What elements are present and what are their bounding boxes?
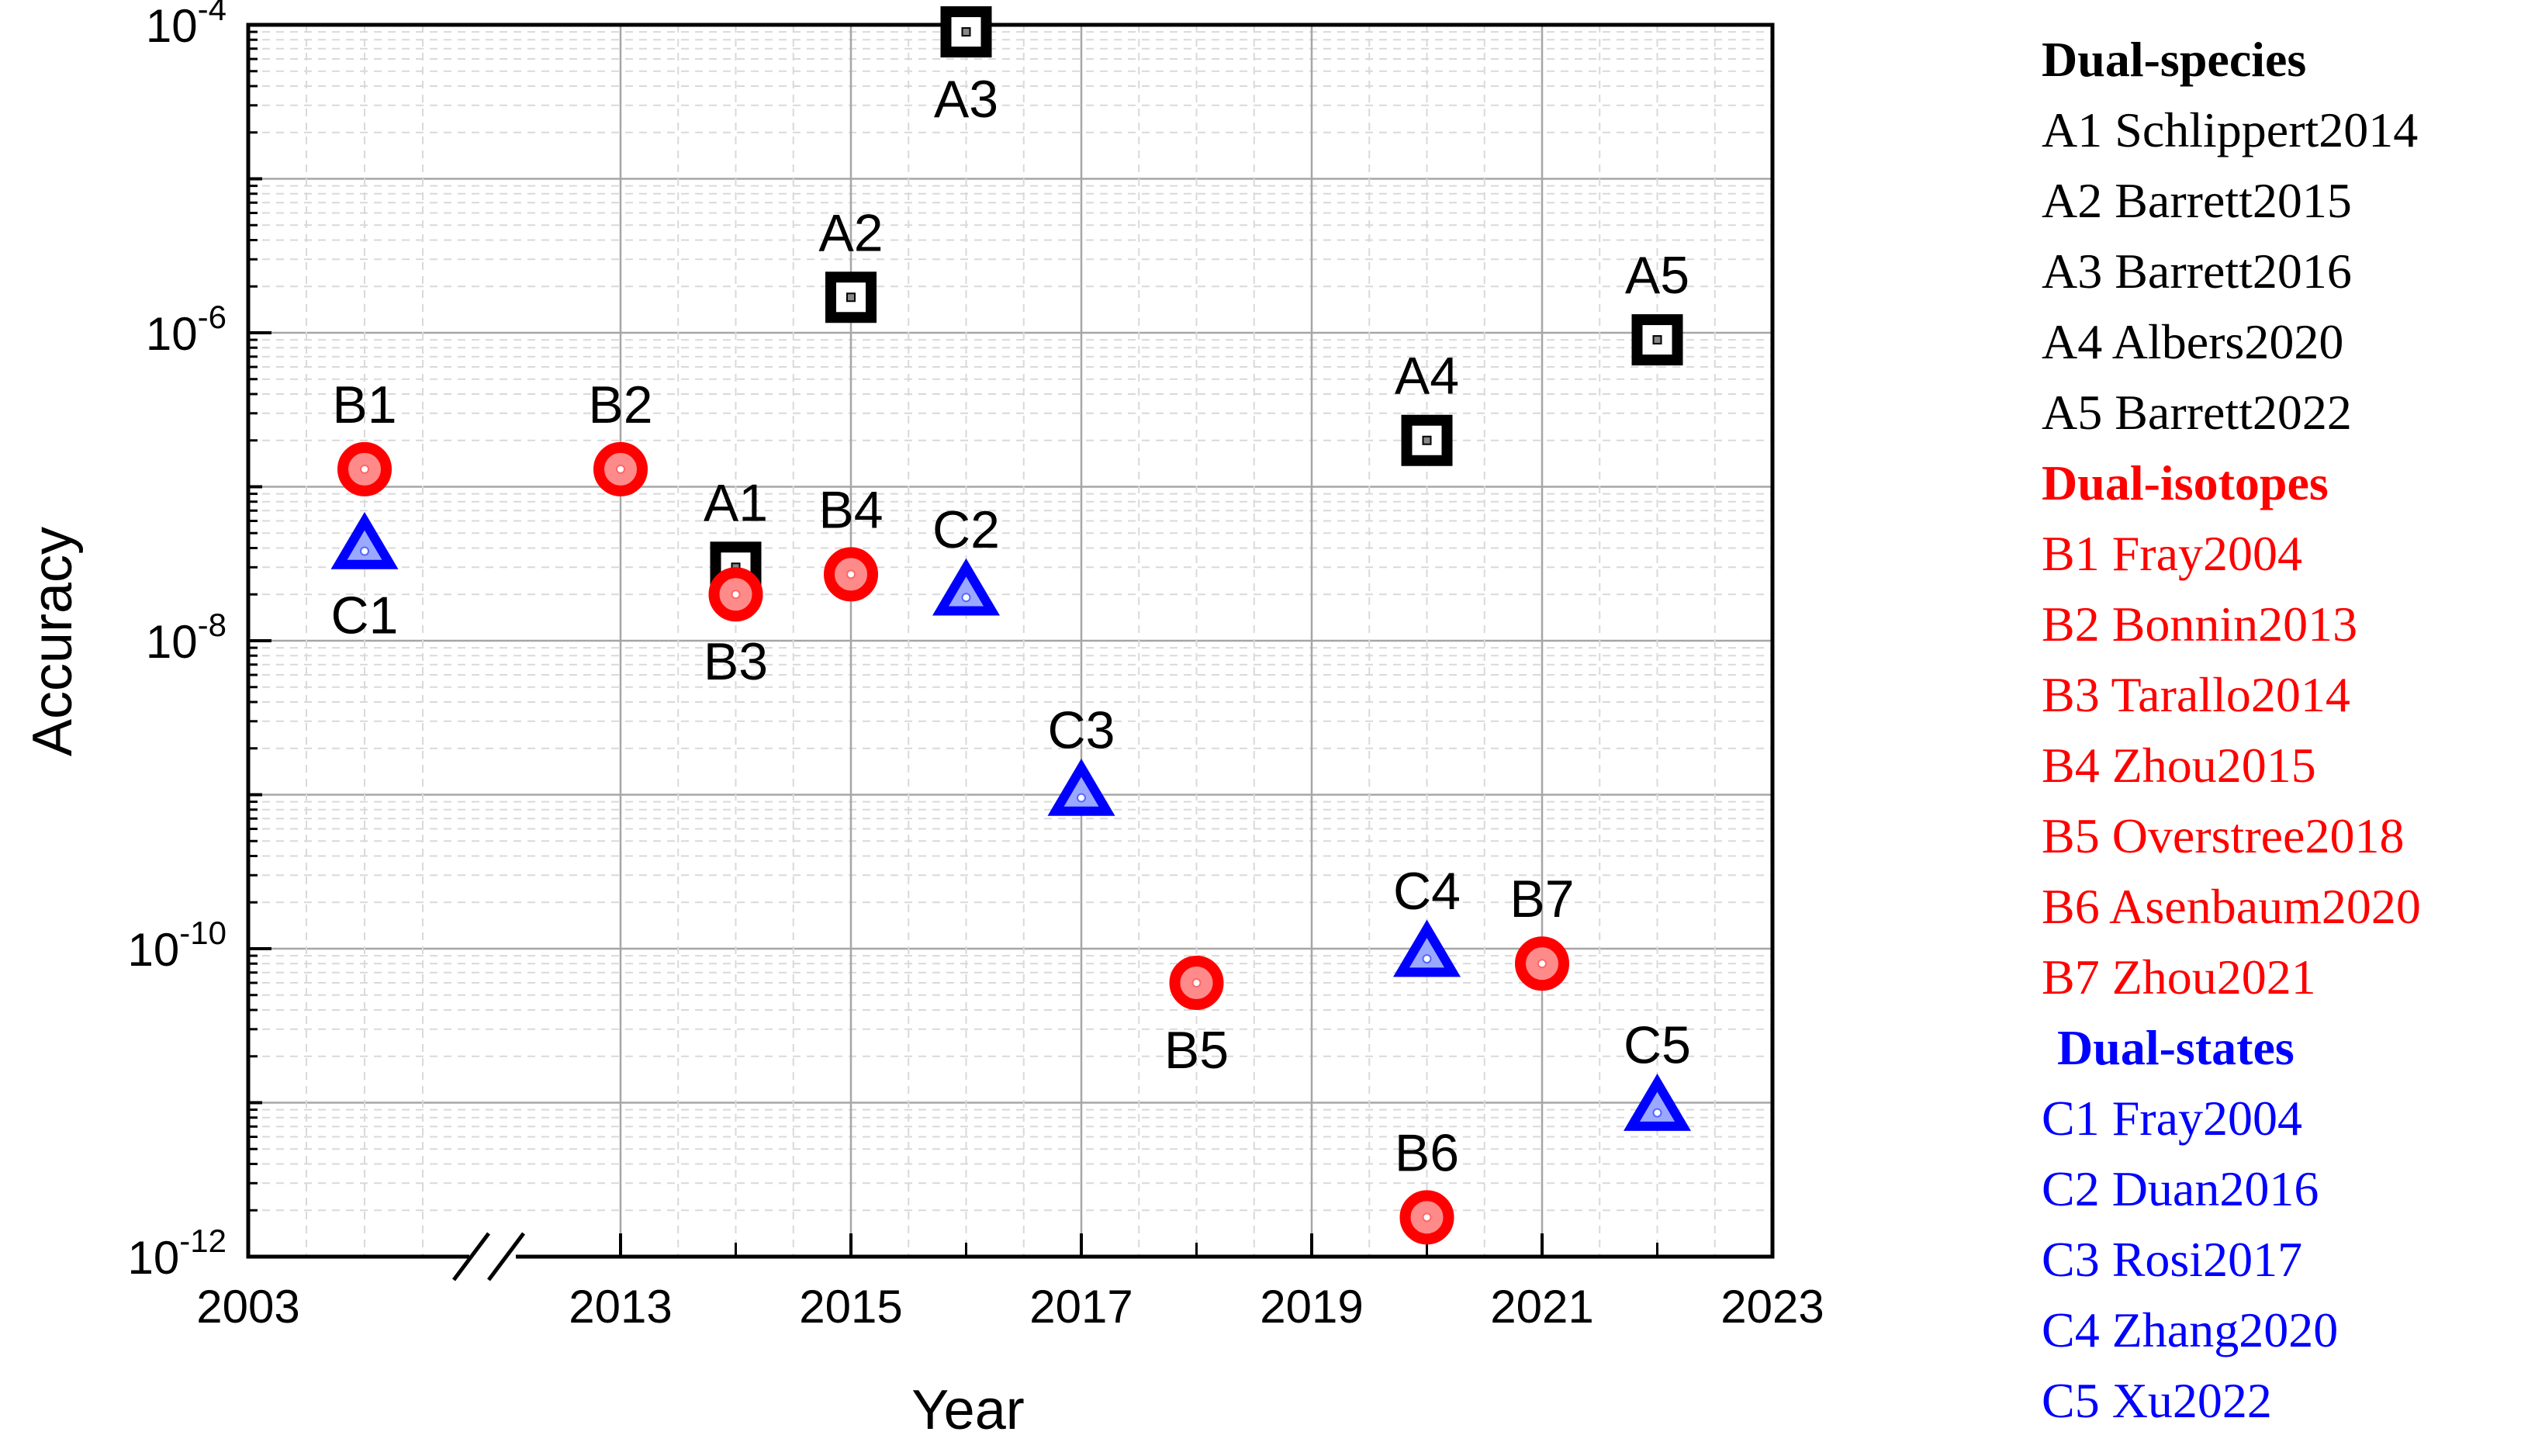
legend-item: C3 Rosi2017 xyxy=(2042,1232,2302,1287)
data-point-c3: C3 xyxy=(1047,701,1115,816)
legend-group-title: Dual-states xyxy=(2057,1020,2294,1075)
y-tick-label: 10-12 xyxy=(128,1223,227,1284)
tick-labels: 2003 2013 2015 2017 2019 2021 2023 10-4 10-6 10-8… xyxy=(128,0,1824,1333)
data-point-b2: B2 xyxy=(588,375,653,496)
data-point-a3: A3 xyxy=(934,6,998,129)
legend-item: B1 Fray2004 xyxy=(2042,526,2302,581)
circle-marker-center xyxy=(360,464,369,474)
triangle-marker-center xyxy=(1077,793,1086,803)
data-point-a2: A2 xyxy=(818,203,884,323)
point-label: B3 xyxy=(704,632,768,691)
circle-marker-center xyxy=(731,590,741,600)
legend-group-title: Dual-species xyxy=(2042,32,2306,87)
axis-break-mark xyxy=(452,1232,490,1281)
data-point-b3: B3 xyxy=(704,567,768,691)
triangle-marker xyxy=(932,558,1000,616)
circle-marker-center xyxy=(1191,978,1202,988)
legend-item: B4 Zhou2015 xyxy=(2042,738,2316,793)
data-point-c2: C2 xyxy=(932,500,1000,616)
triangle-marker xyxy=(1393,919,1461,977)
square-marker-center xyxy=(846,292,856,303)
data-point-c5: C5 xyxy=(1624,1016,1691,1131)
legend-item: A3 Barrett2016 xyxy=(2042,244,2352,299)
point-label: C2 xyxy=(932,500,1000,559)
legend-item: B5 Overstree2018 xyxy=(2042,808,2404,863)
x-tick-label: 2015 xyxy=(799,1281,902,1333)
legend: Dual-species A1 Schlippert2014 A2 Barrett2… xyxy=(2042,32,2421,1428)
legend-item: B3 Tarallo2014 xyxy=(2042,667,2350,722)
point-label: C3 xyxy=(1048,701,1115,760)
triangle-marker xyxy=(1624,1074,1691,1131)
triangle-marker xyxy=(1047,758,1115,816)
point-label: B2 xyxy=(588,375,652,434)
data-point-b6: B6 xyxy=(1395,1123,1459,1245)
legend-item: A1 Schlippert2014 xyxy=(2042,102,2418,157)
x-tick-label: 2003 xyxy=(196,1281,299,1333)
x-tick-label: 2023 xyxy=(1720,1281,1824,1333)
point-label: A3 xyxy=(934,70,998,129)
y-tick-label: 10-8 xyxy=(146,607,227,668)
legend-item: B6 Asenbaum2020 xyxy=(2042,879,2421,934)
data-point-c1: C1 xyxy=(330,511,399,645)
point-label: C4 xyxy=(1393,862,1461,921)
legend-item: A2 Barrett2015 xyxy=(2042,173,2352,228)
data-point-a5: A5 xyxy=(1625,246,1689,366)
x-axis-title: Year xyxy=(911,1379,1024,1441)
data-point-b5: B5 xyxy=(1164,956,1229,1080)
triangle-marker xyxy=(330,511,399,569)
y-tick-label: 10-4 xyxy=(146,0,227,52)
legend-item: B2 Bonnin2013 xyxy=(2042,597,2357,652)
grid xyxy=(248,25,1772,1257)
x-tick-label: 2017 xyxy=(1029,1281,1133,1333)
data-point-c4: C4 xyxy=(1393,862,1461,977)
circle-marker-center xyxy=(1537,959,1547,969)
point-label: B1 xyxy=(332,375,396,434)
y-tick-label: 10-10 xyxy=(128,915,227,976)
axis-break-mark xyxy=(487,1232,525,1281)
data-points: A1 A2 A3 A4 A5 B1 B2 B3 B4 B5 B6 B7 C1 C2 C3 C4 C5 xyxy=(330,6,1691,1245)
legend-item: C5 Xu2022 xyxy=(2042,1373,2272,1428)
triangle-marker-center xyxy=(360,546,369,556)
legend-item: C1 Fray2004 xyxy=(2042,1091,2302,1146)
data-point-b1: B1 xyxy=(332,375,397,496)
legend-item: A5 Barrett2022 xyxy=(2042,385,2352,440)
x-tick-label: 2019 xyxy=(1260,1281,1363,1333)
point-label: B4 xyxy=(818,480,883,539)
point-label: A1 xyxy=(704,473,768,532)
y-axis-title: Accuracy xyxy=(22,527,84,756)
y-tick-label: 10-6 xyxy=(146,299,227,360)
legend-item: A4 Albers2020 xyxy=(2042,314,2343,369)
legend-item: B7 Zhou2021 xyxy=(2042,949,2316,1005)
point-label: C1 xyxy=(331,586,399,645)
legend-item: C4 Zhang2020 xyxy=(2042,1302,2338,1357)
legend-item: C2 Duan2016 xyxy=(2042,1161,2319,1216)
data-point-b4: B4 xyxy=(818,480,884,602)
circle-marker-center xyxy=(1422,1212,1432,1223)
axes xyxy=(246,22,1775,1281)
point-label: B7 xyxy=(1509,870,1574,929)
x-tick-label: 2013 xyxy=(569,1281,672,1333)
point-label: A5 xyxy=(1625,246,1689,305)
circle-marker-center xyxy=(616,464,625,474)
data-point-b7: B7 xyxy=(1509,870,1575,991)
legend-group-title: Dual-isotopes xyxy=(2042,455,2329,510)
point-label: B5 xyxy=(1164,1021,1229,1080)
triangle-marker-center xyxy=(1652,1108,1662,1118)
point-label: C5 xyxy=(1624,1016,1691,1075)
point-label: A2 xyxy=(818,203,883,262)
circle-marker-center xyxy=(846,569,856,579)
square-marker-center xyxy=(961,27,971,37)
square-marker-center xyxy=(1422,435,1432,445)
point-label: B6 xyxy=(1395,1123,1459,1182)
triangle-marker-center xyxy=(961,593,971,603)
square-marker-center xyxy=(1652,335,1662,345)
data-point-a4: A4 xyxy=(1395,347,1459,466)
x-tick-label: 2021 xyxy=(1490,1281,1593,1333)
triangle-marker-center xyxy=(1422,954,1432,964)
point-label: A4 xyxy=(1395,347,1459,406)
